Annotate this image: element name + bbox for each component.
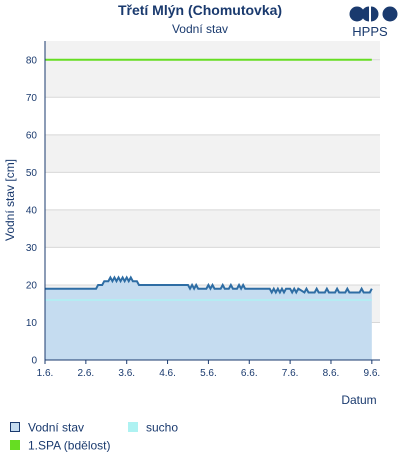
y-tick-label: 40 [26,205,38,216]
water-level-line [45,275,373,295]
legend-item: sucho [128,421,178,435]
x-tick-label: 8.6. [323,368,340,379]
x-axis-ticks: 1.6. 2.6. 3.6. 4.6. 5.6. 6.6. 7.6. 8.6. 9.6. [37,360,380,379]
logo-half-circle [371,6,379,22]
chart-title: Třetí Mlýn (Chomutovka) [118,2,282,18]
y-axis-ticks: 0 10 20 30 40 50 60 70 80 [26,55,38,366]
x-tick-label: 3.6. [118,368,135,379]
plot-axes [44,41,380,361]
water-level-area [45,277,372,360]
legend-swatch [128,422,138,432]
x-tick-label: 5.6. [200,368,217,379]
x-tick-label: 1.6. [37,368,54,379]
logo-circle-left [349,6,365,22]
y-tick-label: 20 [26,280,38,291]
y-tick-label: 60 [26,130,38,141]
y-tick-label: 80 [26,55,38,66]
x-axis-label: Datum [341,393,376,407]
y-axis-label: Vodní stav [cm] [3,159,17,241]
x-tick-label: 7.6. [282,368,299,379]
legend-label: sucho [146,421,178,435]
x-tick-label: 2.6. [78,368,95,379]
plot-series [45,58,373,360]
plot-band [45,209,380,248]
y-tick-label: 70 [26,93,38,104]
legend-label: Vodní stav [28,421,84,435]
chart-legend: Vodní stav sucho 1.SPA (bdělost) [10,421,178,453]
y-tick-label: 30 [26,243,38,254]
chart-subtitle: Vodní stav [172,22,228,36]
plot-background [45,41,380,323]
legend-item: 1.SPA (bdělost) [10,439,111,453]
x-tick-label: 6.6. [241,368,258,379]
y-tick-label: 50 [26,168,38,179]
legend-swatch [10,440,20,450]
logo-half-circle-left [361,6,369,22]
plot-band [45,41,380,60]
logo-circle-right [382,6,398,22]
logo-text: HPPS [352,24,388,39]
legend-swatch [10,422,20,432]
hpps-logo: HPPS [349,6,398,39]
legend-item: Vodní stav [10,421,84,435]
y-tick-label: 10 [26,318,38,329]
x-tick-label: 9.6. [363,368,380,379]
plot-band [45,134,380,173]
legend-label: 1.SPA (bdělost) [28,439,111,453]
x-tick-label: 4.6. [159,368,176,379]
y-tick-label: 0 [31,356,37,367]
plot-band [45,59,380,98]
